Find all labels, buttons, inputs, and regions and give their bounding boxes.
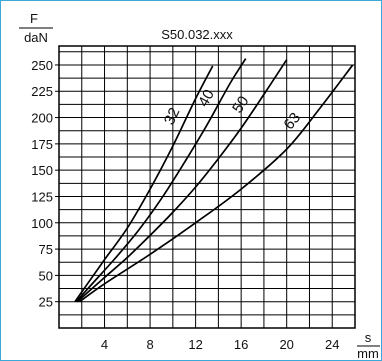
x-tick-label: 8 bbox=[146, 337, 153, 352]
y-tick-label: 225 bbox=[31, 84, 53, 99]
grid bbox=[59, 46, 355, 328]
series-line-40 bbox=[75, 58, 247, 303]
x-tick-label: 20 bbox=[279, 337, 293, 352]
y-tick-label: 100 bbox=[31, 216, 53, 231]
x-tick-label: 12 bbox=[188, 337, 202, 352]
y-axis-label-top: F bbox=[30, 11, 38, 26]
series-line-63 bbox=[78, 64, 354, 303]
series-label-40: 40 bbox=[195, 87, 218, 110]
x-axis-label-bottom: mm bbox=[357, 346, 379, 360]
series-label-63: 63 bbox=[280, 109, 304, 133]
series-line-50 bbox=[76, 59, 288, 303]
series-label-32: 32 bbox=[161, 105, 184, 127]
series-layer: 32 40 50 63 bbox=[74, 58, 354, 303]
y-tick-label: 75 bbox=[39, 242, 53, 257]
y-tick-label: 25 bbox=[39, 295, 53, 310]
x-tick-label: 4 bbox=[101, 337, 108, 352]
y-tick-label: 150 bbox=[31, 163, 53, 178]
series-line-32 bbox=[74, 65, 214, 303]
x-axis-label-top: s bbox=[365, 330, 372, 345]
x-tick-label: 16 bbox=[234, 337, 248, 352]
y-axis-label-bottom: daN bbox=[24, 30, 48, 45]
y-tick-label: 200 bbox=[31, 111, 53, 126]
chart-title: S50.032.xxx bbox=[161, 27, 233, 42]
tick-labels: 25 50 75 100 125 150 175 200 225 250 4 8 12 16 20 24 bbox=[31, 58, 339, 352]
series-label-50: 50 bbox=[229, 93, 252, 116]
y-tick-label: 250 bbox=[31, 58, 53, 73]
title-background bbox=[157, 26, 238, 43]
plot-border bbox=[58, 45, 356, 329]
x-tick-label: 24 bbox=[325, 337, 339, 352]
y-tick-label: 125 bbox=[31, 189, 53, 204]
y-tick-label: 50 bbox=[39, 268, 53, 283]
y-tick-label: 175 bbox=[31, 137, 53, 152]
